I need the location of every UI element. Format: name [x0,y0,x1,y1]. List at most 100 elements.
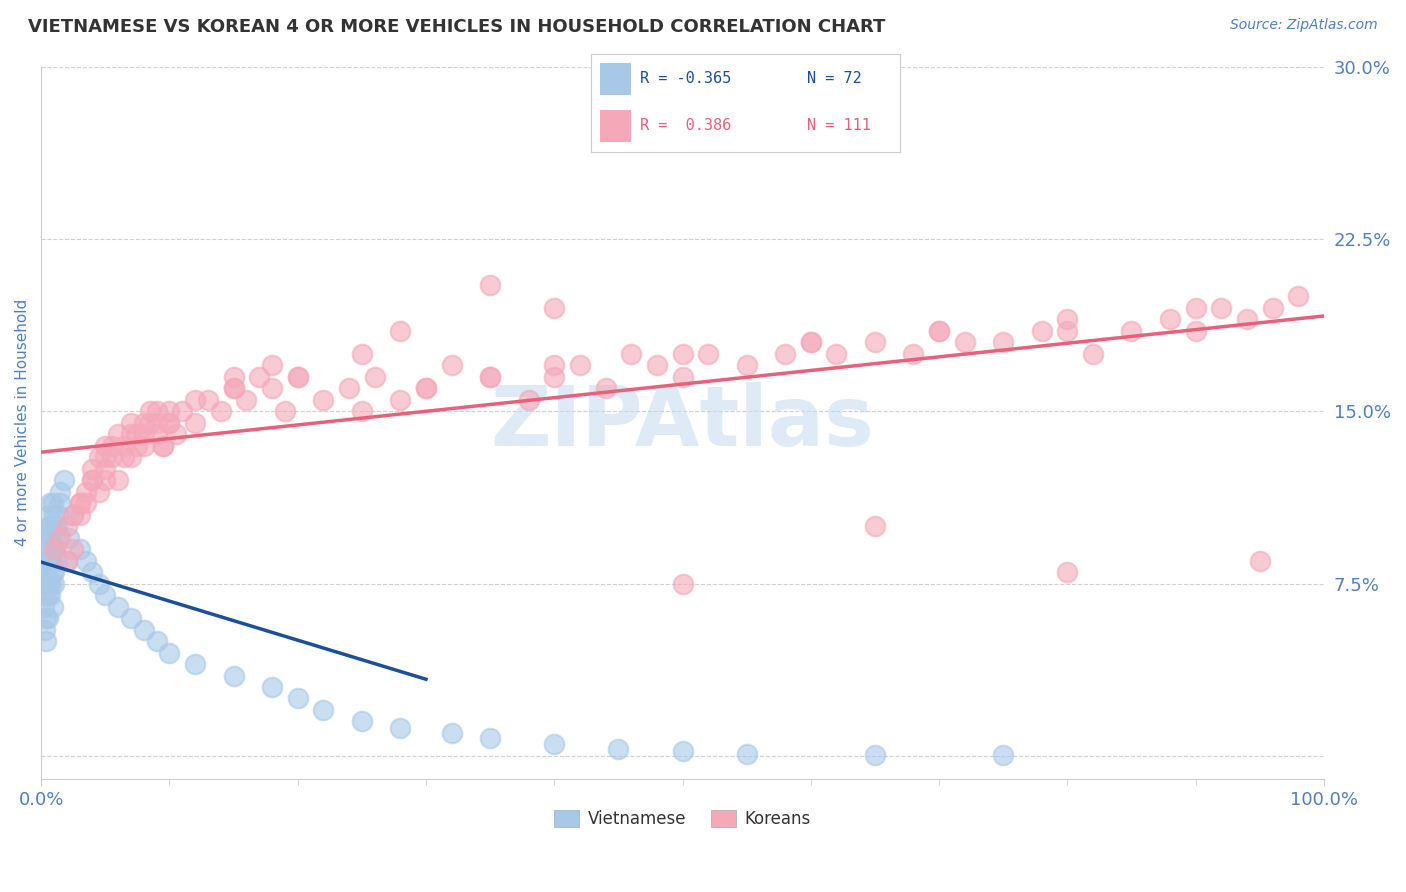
Text: N = 72: N = 72 [807,70,862,86]
Legend: Vietnamese, Koreans: Vietnamese, Koreans [547,803,817,835]
Point [697,347,720,361]
Point [274,404,297,418]
Point [863,747,886,762]
Point [41,576,63,591]
Point [1249,554,1271,568]
Point [139,416,162,430]
Point [287,691,309,706]
Point [415,381,437,395]
Point [34,576,56,591]
Point [114,439,136,453]
Point [607,742,630,756]
Point [620,347,643,361]
Y-axis label: 4 or more Vehicles in Household: 4 or more Vehicles in Household [15,299,30,547]
Point [46,508,69,522]
Point [38,508,60,522]
Point [350,347,373,361]
Point [49,484,72,499]
Point [671,369,693,384]
Point [247,369,270,384]
Point [82,473,104,487]
Point [100,439,122,453]
Point [41,565,63,579]
Point [120,450,142,465]
Point [671,576,693,591]
Point [543,359,565,373]
Point [209,404,232,418]
Point [157,646,180,660]
Point [645,359,668,373]
Point [260,680,283,694]
Point [800,335,823,350]
Point [132,427,155,442]
Point [903,347,925,361]
Point [107,427,129,442]
Point [235,392,257,407]
Point [363,369,385,384]
Point [42,542,65,557]
Point [69,542,91,557]
Point [38,554,60,568]
Point [46,531,69,545]
Point [863,519,886,533]
Point [45,554,67,568]
Text: Source: ZipAtlas.com: Source: ZipAtlas.com [1230,18,1378,32]
Point [479,369,502,384]
Point [69,496,91,510]
Point [287,369,309,384]
Point [120,416,142,430]
Point [152,439,174,453]
Point [120,427,142,442]
Text: N = 111: N = 111 [807,118,870,133]
Point [75,484,97,499]
Point [49,531,72,545]
Point [1211,301,1233,315]
Point [39,588,62,602]
Point [479,277,502,292]
Point [107,473,129,487]
Point [34,623,56,637]
Point [735,359,758,373]
Point [120,611,142,625]
Point [517,392,540,407]
Point [58,531,80,545]
Point [1236,312,1258,326]
Point [152,439,174,453]
Point [825,347,848,361]
Point [39,542,62,557]
Point [37,531,59,545]
Point [94,439,117,453]
Point [87,576,110,591]
Point [953,335,976,350]
Bar [600,63,631,95]
Point [993,335,1015,350]
Point [94,588,117,602]
Point [35,565,58,579]
Point [82,473,104,487]
Point [440,726,463,740]
Point [37,531,59,545]
Point [75,554,97,568]
Point [222,381,245,395]
Point [35,611,58,625]
Point [157,416,180,430]
Point [62,508,84,522]
Point [34,588,56,602]
Point [42,576,65,591]
Point [800,335,823,350]
Point [62,508,84,522]
Point [87,484,110,499]
Text: R =  0.386: R = 0.386 [640,118,731,133]
Point [39,531,62,545]
Point [440,359,463,373]
Point [773,347,796,361]
Point [32,599,55,614]
Point [1184,301,1206,315]
Point [132,439,155,453]
Point [184,657,207,671]
Point [42,508,65,522]
Text: R = -0.365: R = -0.365 [640,70,731,86]
Point [62,542,84,557]
Point [479,731,502,745]
Point [49,496,72,510]
